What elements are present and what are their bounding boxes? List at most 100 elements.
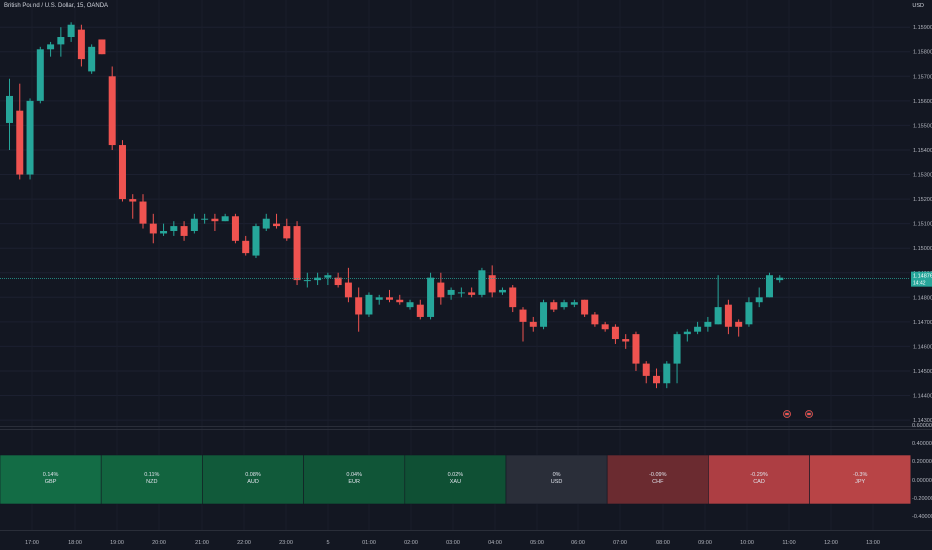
candle-body [283, 226, 291, 239]
candle [344, 267, 352, 303]
currency-strength-panel: 0.14%GBP0.11%NZD0.08%AUD0.04%EUR0.02%XAU… [0, 454, 912, 505]
candle [211, 213, 219, 232]
candle [160, 223, 168, 236]
candle [190, 213, 198, 234]
strength-cell: -0.3%JPY [809, 454, 912, 505]
time-tick-label: 02:00 [404, 540, 418, 546]
candle-body [149, 223, 157, 234]
candle [683, 329, 691, 342]
event-markers [783, 410, 813, 418]
candle [468, 287, 476, 298]
price-tick-label: 1.15200 [913, 197, 932, 203]
candle-body [252, 226, 260, 256]
candle-body [540, 302, 548, 327]
candle-body [180, 226, 188, 236]
candle [365, 292, 373, 317]
candle [437, 272, 445, 305]
candle [478, 267, 486, 298]
candle [16, 83, 24, 180]
candle-body [498, 289, 506, 293]
symbol-title[interactable]: British Pound / U.S. Dollar, 15, OANDA [4, 3, 109, 9]
candle [262, 213, 270, 232]
time-tick-label: 5 [326, 540, 329, 546]
candle-body [108, 76, 116, 146]
candle-body [611, 326, 619, 340]
candle [252, 223, 260, 259]
candle-body [560, 302, 568, 308]
candle [765, 272, 773, 298]
candle-body [293, 226, 301, 281]
strength-cell: 0.11%NZD [100, 454, 203, 505]
candle-body [36, 49, 44, 101]
candle [601, 321, 609, 332]
time-tick-label: 05:00 [530, 540, 544, 546]
time-tick-label: 20:00 [152, 540, 166, 546]
candle-body [642, 363, 650, 376]
candle [303, 272, 311, 288]
strength-cell: 0.02%XAU [404, 454, 507, 505]
price-tick-label: 1.14400 [913, 394, 932, 400]
strength-value: 0.04% [346, 472, 362, 478]
candle-body [47, 44, 55, 50]
time-tick-label: 23:00 [279, 540, 293, 546]
candle [488, 265, 496, 298]
strength-value: 0% [553, 472, 561, 478]
candle [180, 221, 188, 241]
candle [519, 307, 527, 342]
candle-body [26, 100, 34, 175]
candle-body [437, 282, 445, 298]
flag-icon [807, 413, 811, 415]
candle-body [581, 299, 589, 315]
strength-cell-bg [809, 454, 912, 505]
candle-body [314, 277, 322, 281]
indicator-axis: 0.60000 0.40000 0.20000 0.00000 -0.20000 -0.4… [912, 423, 932, 520]
candle-body [344, 282, 352, 298]
strength-cell-bg [606, 454, 709, 505]
price-tick-label: 1.14600 [913, 344, 932, 350]
candle [67, 22, 75, 42]
time-tick-label: 08:00 [656, 540, 670, 546]
candle-body [355, 297, 363, 315]
candle [406, 299, 414, 310]
price-tick-label: 1.14300 [913, 418, 932, 424]
time-tick-label: 18:00 [68, 540, 82, 546]
candle [694, 321, 702, 335]
candle-body [139, 201, 147, 224]
candle [663, 361, 671, 389]
candle-body [724, 304, 732, 327]
candle [108, 66, 116, 150]
candle-body [704, 321, 712, 327]
strength-currency: GBP [45, 479, 57, 485]
candle [416, 299, 424, 320]
candle-body [416, 304, 424, 317]
candle [724, 299, 732, 335]
candle-body [468, 292, 476, 295]
candle-body [375, 297, 383, 300]
candle [231, 213, 239, 244]
strength-cell-bg [202, 454, 304, 505]
price-tick-label: 1.15100 [913, 222, 932, 228]
time-tick-label: 12:00 [824, 540, 838, 546]
candle-body [201, 218, 209, 220]
strength-cell: -0.29%CAD [708, 454, 810, 505]
strength-cell-bg [100, 454, 203, 505]
strength-currency: NZD [146, 479, 157, 485]
candle-body [170, 226, 178, 232]
candle-body [211, 218, 219, 222]
candle [673, 331, 681, 384]
time-tick-label: 04:00 [488, 540, 502, 546]
candle [498, 287, 506, 295]
time-tick-label: 13:00 [866, 540, 880, 546]
candle [560, 299, 568, 310]
candle-body [529, 321, 537, 327]
candle-body [231, 216, 239, 241]
candle-body [6, 95, 13, 123]
price-tick-label: 1.15600 [913, 99, 932, 105]
strength-currency: EUR [348, 479, 360, 485]
candle-body [488, 275, 496, 293]
candle-body [447, 289, 455, 295]
candle-body [478, 270, 486, 295]
price-tick-label: 1.15400 [913, 148, 932, 154]
candle-body [663, 363, 671, 384]
